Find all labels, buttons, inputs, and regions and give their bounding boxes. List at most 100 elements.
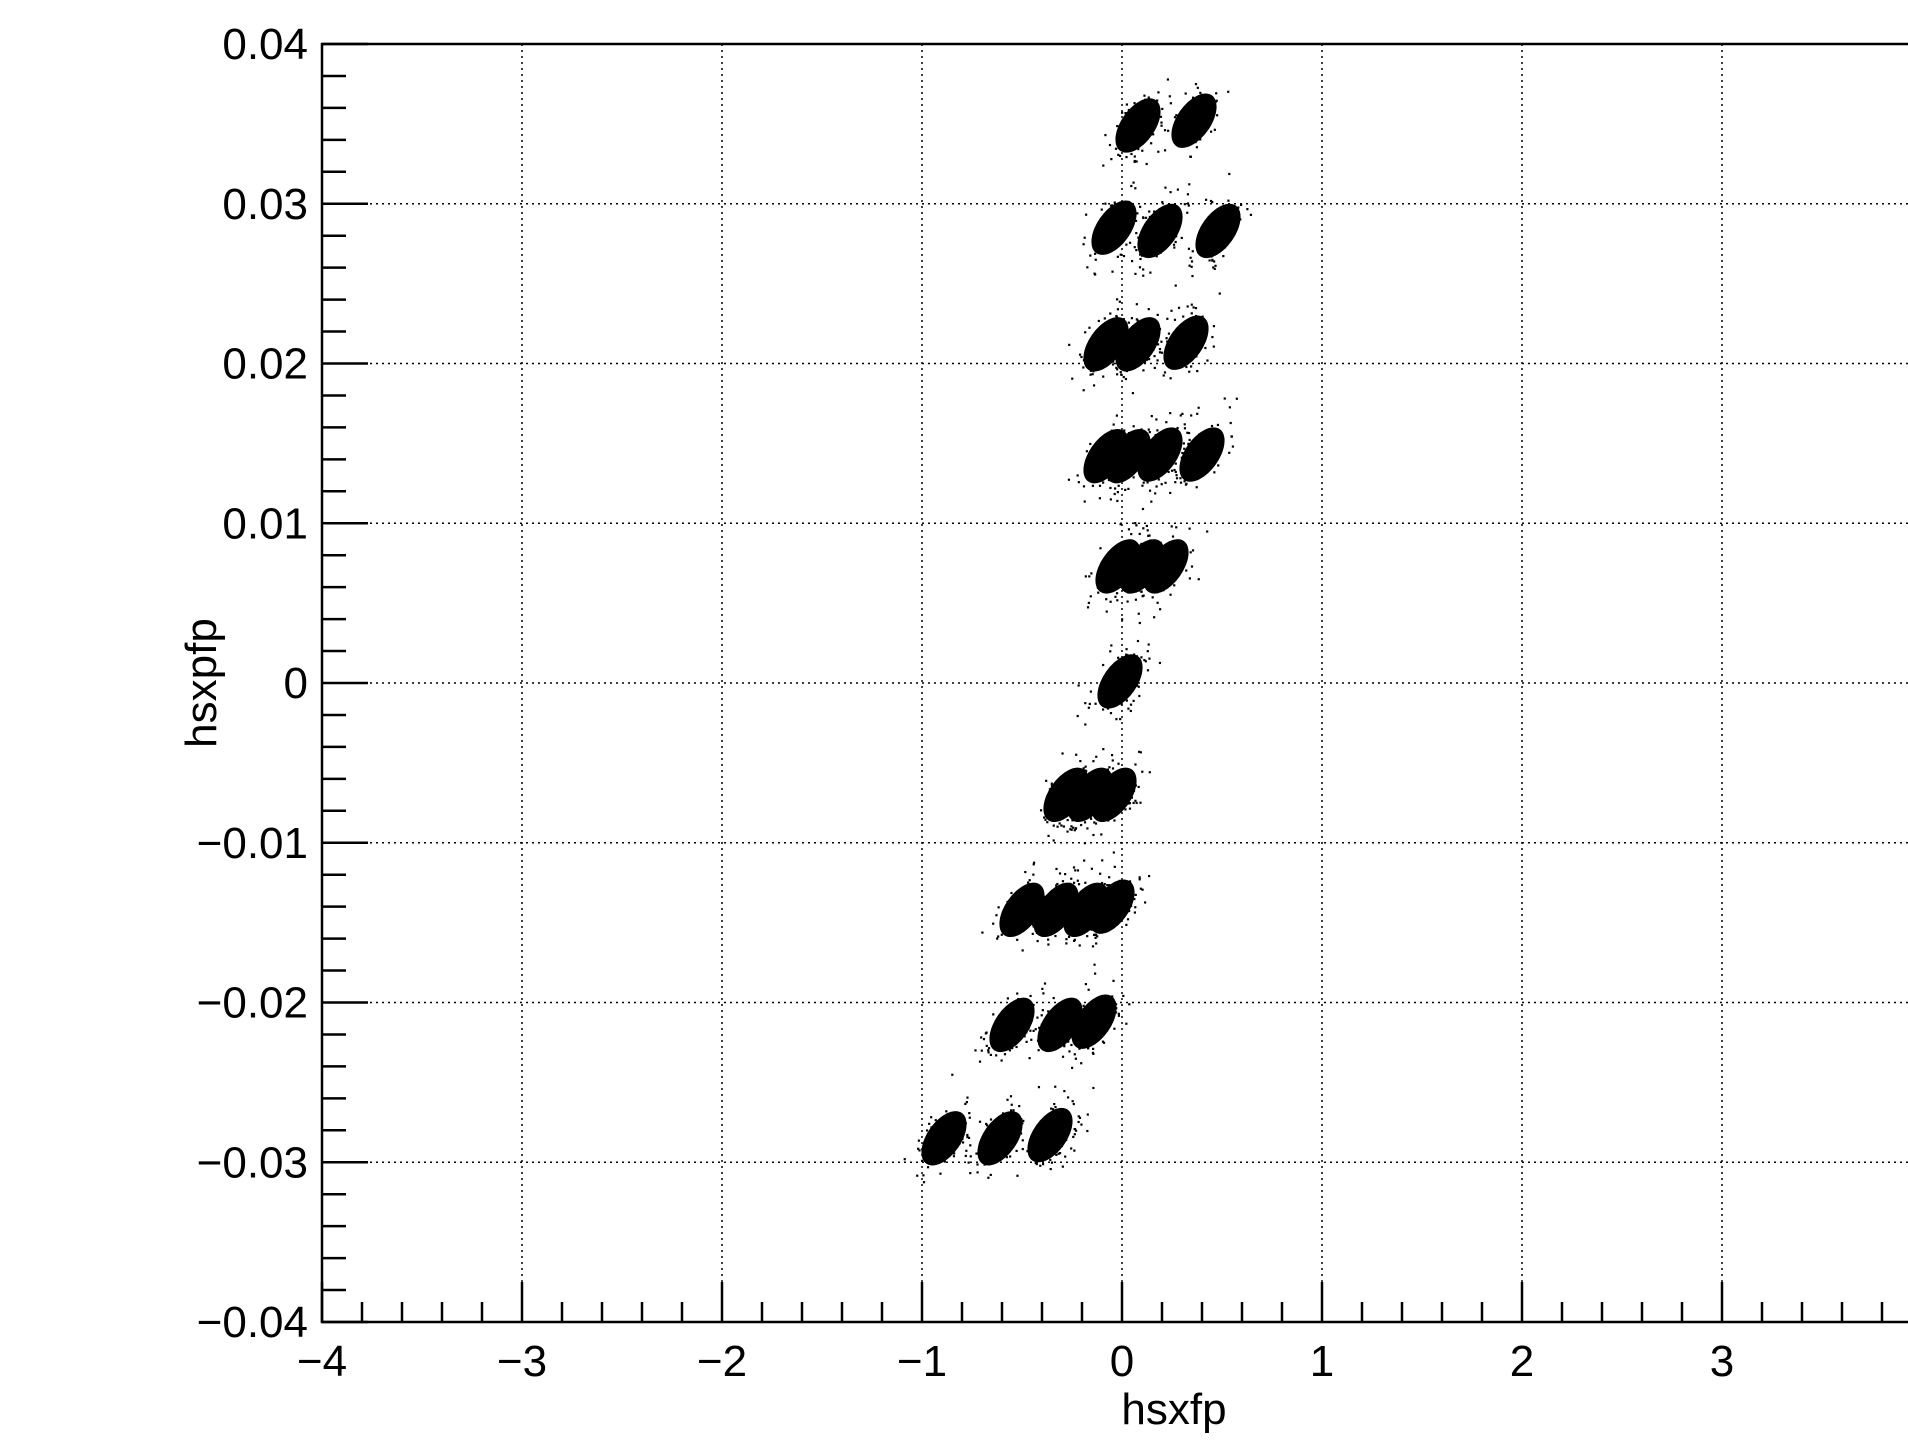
- data-point: [1144, 901, 1147, 904]
- data-point: [1209, 244, 1212, 248]
- data-point: [1107, 450, 1110, 453]
- data-point: [1108, 573, 1111, 576]
- data-point: [1087, 911, 1090, 914]
- data-point: [1117, 1012, 1120, 1015]
- data-point: [1010, 891, 1013, 895]
- data-point: [1090, 817, 1093, 820]
- data-point: [1129, 667, 1133, 670]
- data-point: [1062, 825, 1065, 828]
- data-point: [1199, 120, 1202, 123]
- data-point: [1087, 899, 1091, 902]
- data-point: [1090, 928, 1093, 931]
- data-point: [1145, 107, 1148, 110]
- data-point: [966, 1133, 969, 1137]
- data-point: [1098, 923, 1101, 926]
- data-point: [1191, 442, 1195, 445]
- data-point: [1126, 361, 1129, 364]
- data-point: [1171, 227, 1174, 230]
- data-point: [1103, 899, 1106, 902]
- data-point: [1032, 1003, 1035, 1007]
- data-point: [1004, 927, 1008, 930]
- data-point: [1069, 921, 1072, 924]
- data-point: [1138, 133, 1141, 136]
- data-point: [1049, 909, 1052, 912]
- data-point: [1003, 1016, 1006, 1019]
- data-point: [1163, 574, 1166, 577]
- data-point: [1210, 117, 1213, 120]
- data-point: [1071, 779, 1075, 783]
- data-point: [1128, 1003, 1131, 1006]
- data-point: [1134, 522, 1137, 525]
- data-point: [1149, 539, 1152, 542]
- data-point: [1080, 802, 1083, 805]
- data-point: [1178, 116, 1181, 119]
- data-point: [1050, 784, 1054, 787]
- data-point: [1013, 1014, 1016, 1017]
- data-point: [1148, 240, 1151, 244]
- data-point: [1029, 912, 1033, 916]
- data-point: [1097, 817, 1100, 821]
- data-point: [1212, 443, 1215, 447]
- data-point: [1047, 938, 1050, 941]
- data-point: [1128, 442, 1131, 445]
- data-point: [1108, 143, 1112, 147]
- data-point: [1023, 918, 1026, 921]
- data-point: [1081, 791, 1084, 794]
- data-point: [1066, 818, 1069, 822]
- data-point: [1213, 445, 1216, 448]
- data-point: [1053, 1022, 1056, 1025]
- data-point: [1156, 601, 1159, 604]
- data-point: [1141, 575, 1144, 578]
- data-point: [1214, 460, 1217, 463]
- data-point: [964, 1154, 967, 1158]
- data-point: [1072, 881, 1076, 884]
- data-point: [921, 1148, 924, 1152]
- data-point: [1184, 334, 1187, 337]
- data-point: [1196, 86, 1199, 89]
- data-point: [1090, 479, 1094, 482]
- data-point: [1019, 1033, 1022, 1036]
- data-point: [997, 1043, 1001, 1046]
- data-point: [1101, 456, 1104, 459]
- data-point: [1190, 131, 1194, 134]
- data-point: [1029, 906, 1033, 909]
- data-point: [1046, 906, 1049, 910]
- data-point: [1194, 474, 1197, 477]
- data-point: [1047, 806, 1050, 809]
- data-point: [1100, 351, 1103, 355]
- data-point: [1172, 211, 1175, 214]
- data-point: [1113, 333, 1117, 336]
- data-point: [1053, 798, 1056, 801]
- data-point: [1203, 252, 1206, 255]
- data-point: [1189, 256, 1192, 259]
- data-point: [1130, 796, 1134, 799]
- data-point: [1217, 464, 1220, 467]
- data-point: [990, 1130, 993, 1133]
- data-point: [996, 937, 999, 940]
- data-point: [1031, 932, 1034, 935]
- data-point: [1083, 821, 1087, 824]
- data-point: [1142, 268, 1145, 271]
- data-point: [1130, 542, 1133, 545]
- data-point: [1214, 448, 1218, 452]
- data-point: [1141, 343, 1144, 346]
- data-point: [1022, 1004, 1026, 1007]
- data-point: [1137, 589, 1141, 592]
- data-point: [1106, 1008, 1109, 1011]
- data-point: [1038, 1128, 1041, 1131]
- data-point: [1137, 131, 1140, 135]
- data-point: [1096, 344, 1099, 347]
- data-point: [989, 1053, 992, 1057]
- data-point: [1212, 114, 1215, 117]
- data-point: [1113, 1027, 1116, 1030]
- data-point: [1224, 231, 1227, 234]
- data-point: [1198, 117, 1201, 121]
- data-point: [1057, 1033, 1061, 1036]
- data-point: [1119, 683, 1122, 686]
- data-point: [1177, 137, 1180, 140]
- data-point: [1047, 1010, 1050, 1013]
- data-point: [1160, 222, 1163, 225]
- data-point: [1183, 447, 1186, 450]
- data-point: [982, 1157, 985, 1161]
- data-point: [1017, 1024, 1021, 1027]
